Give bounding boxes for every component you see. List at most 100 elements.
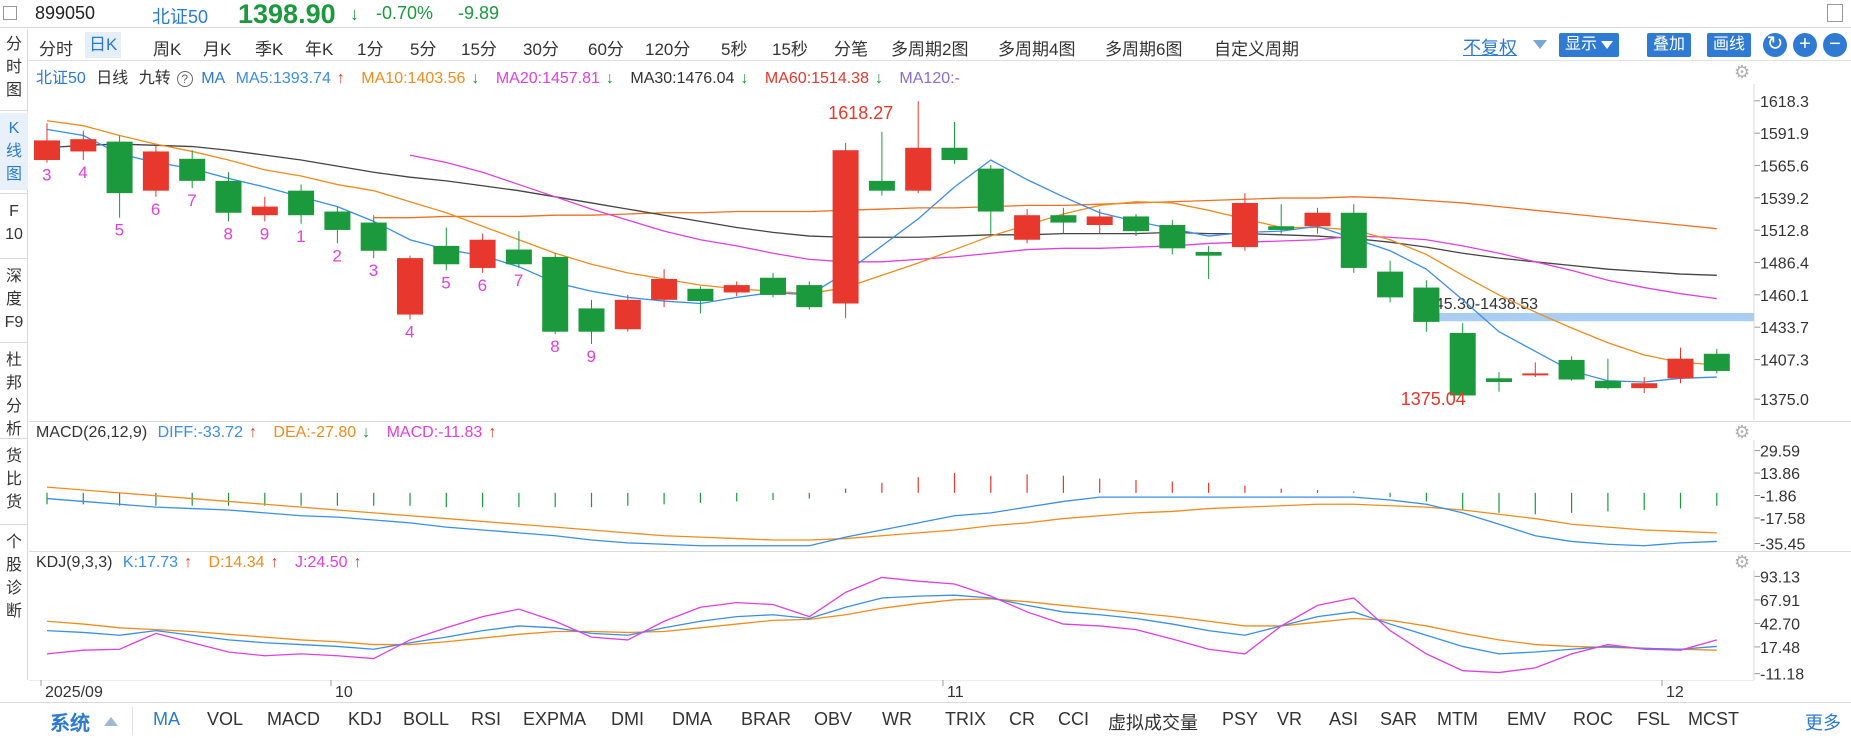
tab-16[interactable]: 多周期4图 — [998, 40, 1076, 59]
sidebar-item-6[interactable]: 个股诊断 — [5, 534, 22, 620]
legend-jz[interactable]: 九转 — [138, 70, 171, 87]
tab-9[interactable]: 30分 — [523, 40, 559, 59]
tab-2[interactable]: 周K — [153, 40, 182, 59]
system-menu[interactable]: 系统 — [50, 713, 90, 735]
tab-11[interactable]: 120分 — [645, 40, 691, 59]
sidebar-item-2[interactable]: F 10 — [5, 203, 23, 243]
indicator-tab-vol[interactable]: VOL — [207, 709, 244, 729]
low-annotation: 1375.04 — [1401, 389, 1466, 409]
candle-body — [1086, 216, 1113, 226]
checkbox[interactable] — [3, 6, 17, 20]
candlestick-chart[interactable]: 1618.3 1591.9 1565.6 1539.2 1512.8 1486.4 1460… — [29, 84, 1851, 420]
tool-group: 不复权 显示 叠加 画线 ↻ + − — [1451, 29, 1851, 61]
zoom-out-icon[interactable]: − — [1823, 33, 1847, 57]
kdj-j-line — [46, 576, 1717, 674]
chevron-up-icon[interactable] — [104, 717, 118, 726]
macd-chart[interactable]: 29.59 13.86 -1.86 -17.58 -35.45 — [29, 440, 1851, 550]
tab-5[interactable]: 年K — [305, 40, 334, 59]
candle-body — [1413, 287, 1440, 322]
kdj-k-line — [46, 594, 1717, 655]
indicator-tab-boll[interactable]: BOLL — [403, 709, 450, 729]
tab-17[interactable]: 多周期6图 — [1105, 40, 1183, 59]
indicator-tab-emv[interactable]: EMV — [1507, 709, 1547, 729]
indicator-tab-trix[interactable]: TRIX — [945, 709, 987, 729]
jiuzhuan-label: 3 — [369, 261, 378, 280]
tab-6[interactable]: 1分 — [357, 40, 384, 59]
overlay-button[interactable]: 叠加 — [1647, 33, 1692, 57]
indicator-tab-dma[interactable]: DMA — [672, 709, 712, 729]
chevron-down-icon[interactable] — [1533, 40, 1547, 49]
macd-title[interactable]: MACD(26,12,9) — [36, 424, 148, 441]
kdj-chart[interactable]: 93.13 67.91 42.70 17.48 -11.18 — [29, 570, 1851, 680]
ma10-line — [46, 120, 1717, 366]
macd-tick-label: -1.86 — [1760, 489, 1797, 506]
refresh-icon[interactable]: ↻ — [1763, 33, 1787, 57]
kdj-legend: KDJ(9,3,3) K:17.73 ↑ D:14.34 ↑ J:24.50 ↑ — [36, 554, 374, 572]
sidebar-item-5[interactable]: 货比货 — [5, 448, 22, 511]
draw-line-button[interactable]: 画线 — [1707, 33, 1752, 57]
more-button[interactable]: 更多 — [1805, 713, 1841, 733]
indicator-tab-fsl[interactable]: FSL — [1637, 709, 1671, 729]
indicator-tab-sar[interactable]: SAR — [1380, 709, 1418, 729]
candle-body — [905, 147, 932, 191]
candle-body — [1522, 373, 1549, 376]
indicator-tab-dmi[interactable]: DMI — [611, 709, 644, 729]
indicator-tab-mtm[interactable]: MTM — [1437, 709, 1478, 729]
gear-icon[interactable]: ⚙ — [1734, 552, 1751, 572]
legend-period: 日线 — [96, 70, 129, 87]
sidebar-item-3[interactable]: 深度 F9 — [4, 268, 24, 331]
tab-4[interactable]: 季K — [255, 40, 284, 59]
indicator-tab-kdj[interactable]: KDJ — [348, 709, 383, 729]
divider — [0, 110, 28, 111]
indicator-tab-cci[interactable]: CCI — [1058, 709, 1089, 729]
indicator-tab-ma[interactable]: MA — [153, 709, 180, 729]
indicator-tab-mcst[interactable]: MCST — [1688, 709, 1739, 729]
tab-1[interactable]: 日K — [85, 32, 122, 58]
display-button[interactable]: 显示 — [1559, 33, 1620, 57]
indicator-tab-asi[interactable]: ASI — [1329, 709, 1359, 729]
price-arrow: ↓ — [350, 4, 359, 24]
tab-18[interactable]: 自定义周期 — [1214, 40, 1299, 59]
indicator-tab-macd[interactable]: MACD — [267, 709, 320, 729]
candle-body — [1558, 359, 1585, 380]
candle-body — [70, 139, 97, 152]
date-axis: 2025/09 10 11 12 — [29, 680, 1754, 701]
kdj-title[interactable]: KDJ(9,3,3) — [36, 554, 113, 571]
tab-10[interactable]: 60分 — [588, 40, 624, 59]
macd-dea: DEA:-27.80 ↓ — [273, 424, 371, 441]
legend-ma[interactable]: MA — [201, 70, 226, 87]
sidebar-item-0[interactable]: 分时图 — [5, 36, 22, 99]
candle-body — [651, 278, 678, 300]
tab-0[interactable]: 分时 — [39, 40, 73, 59]
tab-13[interactable]: 15秒 — [772, 40, 808, 59]
indicator-tab-vr[interactable]: VR — [1277, 709, 1303, 729]
jiuzhuan-label: 6 — [478, 276, 487, 295]
indicator-tab-psy[interactable]: PSY — [1222, 709, 1259, 729]
sidebar-item-4[interactable]: 杜邦分析 — [5, 352, 22, 438]
zoom-in-icon[interactable]: + — [1793, 33, 1817, 57]
candle-body — [1231, 202, 1258, 248]
window-toggle-button[interactable] — [1827, 4, 1843, 22]
gear-icon[interactable]: ⚙ — [1734, 62, 1751, 82]
indicator-tab-虚拟成交量[interactable]: 虚拟成交量 — [1108, 713, 1198, 733]
indicator-tab-expma[interactable]: EXPMA — [523, 709, 587, 729]
candle-body — [832, 150, 859, 304]
stock-name[interactable]: 北证50 — [152, 7, 209, 27]
tab-15[interactable]: 多周期2图 — [891, 40, 969, 59]
tab-7[interactable]: 5分 — [410, 40, 437, 59]
indicator-tab-rsi[interactable]: RSI — [471, 709, 502, 729]
indicator-tab-wr[interactable]: WR — [882, 709, 912, 729]
tab-14[interactable]: 分笔 — [834, 40, 868, 59]
indicator-tab-cr[interactable]: CR — [1009, 709, 1035, 729]
help-icon[interactable]: ? — [176, 71, 193, 87]
fuquan-selector[interactable]: 不复权 — [1463, 38, 1517, 58]
gear-icon[interactable]: ⚙ — [1734, 422, 1751, 442]
tab-3[interactable]: 月K — [203, 40, 232, 59]
range-label: 1445.30-1438.53 — [1417, 296, 1538, 313]
tab-12[interactable]: 5秒 — [721, 40, 748, 59]
indicator-tab-brar[interactable]: BRAR — [741, 709, 792, 729]
tab-8[interactable]: 15分 — [461, 40, 497, 59]
indicator-tab-obv[interactable]: OBV — [814, 709, 853, 729]
indicator-tab-roc[interactable]: ROC — [1573, 709, 1613, 729]
